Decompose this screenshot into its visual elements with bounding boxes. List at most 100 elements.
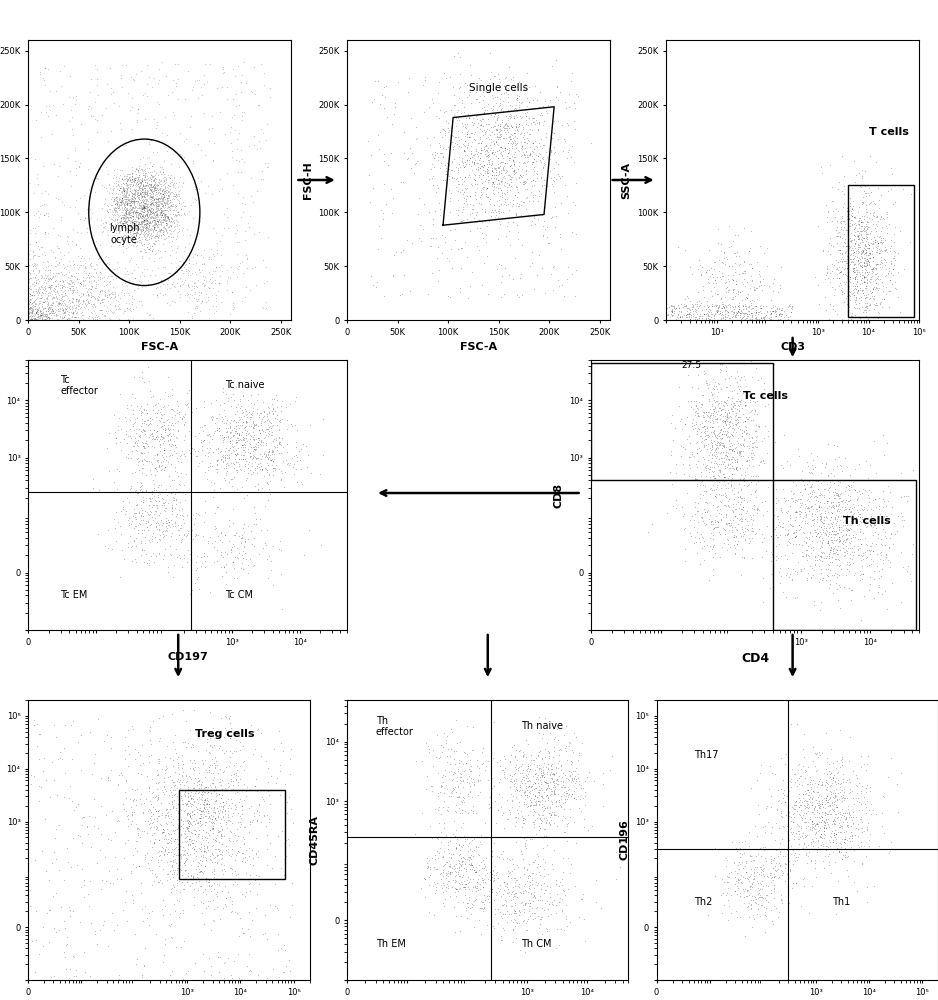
Point bbox=[179, 413, 194, 429]
Point bbox=[455, 134, 470, 150]
Point bbox=[156, 238, 171, 254]
Point bbox=[262, 297, 277, 313]
Point bbox=[449, 852, 464, 868]
Point bbox=[841, 812, 856, 828]
Point bbox=[199, 517, 214, 533]
Point bbox=[193, 820, 208, 836]
Point bbox=[868, 823, 883, 839]
Point bbox=[199, 461, 214, 477]
Point bbox=[154, 214, 169, 230]
Point bbox=[136, 196, 151, 212]
Point bbox=[492, 186, 507, 202]
Point bbox=[844, 199, 859, 215]
Point bbox=[788, 792, 803, 808]
Point bbox=[279, 526, 294, 542]
Point bbox=[240, 743, 255, 759]
Point bbox=[837, 840, 852, 856]
Point bbox=[483, 119, 498, 135]
Point bbox=[390, 286, 405, 302]
Point bbox=[499, 903, 514, 919]
Point bbox=[144, 517, 159, 533]
Point bbox=[225, 527, 240, 543]
Point bbox=[697, 526, 712, 542]
Point bbox=[689, 305, 704, 321]
Point bbox=[528, 768, 543, 784]
Point bbox=[362, 151, 377, 167]
Point bbox=[673, 302, 688, 318]
Point bbox=[205, 791, 220, 807]
Point bbox=[856, 218, 871, 234]
Point bbox=[158, 171, 173, 187]
Point bbox=[761, 905, 776, 921]
Point bbox=[228, 825, 243, 841]
Point bbox=[818, 441, 833, 457]
Point bbox=[834, 516, 849, 532]
Point bbox=[251, 400, 266, 416]
Point bbox=[752, 303, 767, 319]
Point bbox=[501, 86, 516, 102]
Point bbox=[206, 839, 221, 855]
Point bbox=[859, 203, 874, 219]
Point bbox=[719, 397, 734, 413]
Point bbox=[93, 302, 108, 318]
Point bbox=[118, 197, 133, 213]
Point bbox=[170, 103, 185, 119]
Point bbox=[460, 846, 475, 862]
Point bbox=[219, 479, 234, 495]
Point bbox=[48, 250, 63, 266]
Point bbox=[554, 89, 569, 105]
Point bbox=[482, 161, 497, 177]
Point bbox=[737, 230, 752, 246]
Point bbox=[547, 130, 562, 146]
Point bbox=[165, 418, 180, 434]
Point bbox=[818, 850, 833, 866]
Point bbox=[829, 258, 844, 274]
Point bbox=[504, 124, 519, 140]
Point bbox=[484, 123, 499, 139]
Point bbox=[840, 285, 855, 301]
Point bbox=[542, 798, 557, 814]
Point bbox=[26, 275, 41, 291]
Point bbox=[448, 159, 463, 175]
Point bbox=[854, 268, 869, 284]
Point bbox=[507, 143, 522, 159]
Point bbox=[146, 562, 161, 578]
Point bbox=[218, 734, 233, 750]
Point bbox=[174, 105, 189, 121]
Point bbox=[281, 394, 296, 410]
Point bbox=[44, 268, 59, 284]
Point bbox=[486, 180, 501, 196]
Point bbox=[129, 228, 144, 244]
Point bbox=[856, 202, 871, 218]
Point bbox=[839, 542, 854, 558]
Point bbox=[131, 164, 146, 180]
Point bbox=[123, 488, 138, 504]
Point bbox=[502, 857, 517, 873]
Point bbox=[659, 298, 674, 314]
Point bbox=[231, 96, 246, 112]
Point bbox=[197, 407, 212, 423]
Point bbox=[146, 278, 161, 294]
Point bbox=[869, 227, 884, 243]
Point bbox=[673, 306, 688, 322]
Point bbox=[477, 192, 492, 208]
Point bbox=[408, 77, 423, 93]
Point bbox=[189, 741, 204, 757]
Point bbox=[466, 112, 481, 128]
Point bbox=[496, 109, 511, 125]
Point bbox=[210, 749, 225, 765]
Point bbox=[61, 279, 76, 295]
Point bbox=[830, 783, 845, 799]
Point bbox=[140, 183, 155, 199]
Point bbox=[543, 747, 558, 763]
Point bbox=[69, 295, 84, 311]
Point bbox=[147, 512, 162, 528]
Point bbox=[849, 239, 864, 255]
Point bbox=[503, 149, 518, 165]
Point bbox=[536, 174, 551, 190]
Point bbox=[36, 297, 51, 313]
Point bbox=[272, 816, 287, 832]
Point bbox=[142, 212, 157, 228]
Point bbox=[876, 263, 891, 279]
Point bbox=[708, 514, 723, 530]
